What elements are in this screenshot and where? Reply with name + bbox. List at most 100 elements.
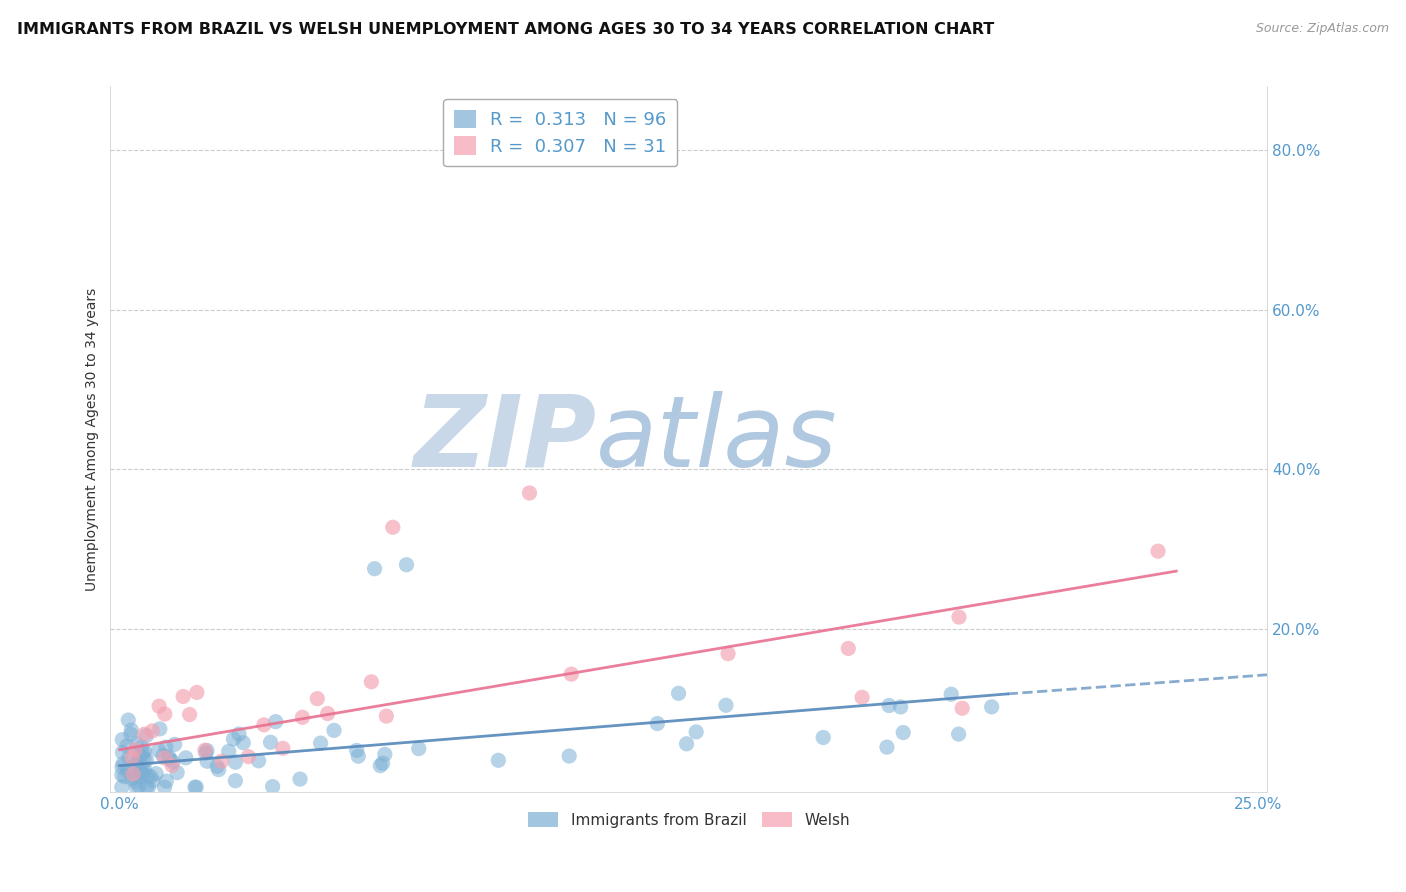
- Point: [128, 779, 150, 793]
- Point: [291, 710, 314, 724]
- Point: [124, 774, 146, 789]
- Point: [519, 486, 541, 500]
- Point: [685, 725, 707, 739]
- Point: [560, 667, 582, 681]
- Point: [253, 718, 276, 732]
- Text: IMMIGRANTS FROM BRAZIL VS WELSH UNEMPLOYMENT AMONG AGES 30 TO 34 YEARS CORRELATI: IMMIGRANTS FROM BRAZIL VS WELSH UNEMPLOY…: [17, 22, 994, 37]
- Point: [395, 558, 418, 572]
- Point: [142, 773, 165, 788]
- Point: [360, 674, 382, 689]
- Legend: Immigrants from Brazil, Welsh: Immigrants from Brazil, Welsh: [522, 805, 856, 834]
- Point: [160, 758, 183, 772]
- Point: [948, 727, 970, 741]
- Point: [162, 755, 184, 769]
- Point: [890, 700, 912, 714]
- Point: [128, 770, 150, 784]
- Point: [134, 727, 156, 741]
- Point: [124, 743, 146, 757]
- Point: [224, 755, 246, 769]
- Point: [128, 764, 150, 779]
- Point: [948, 610, 970, 624]
- Point: [486, 753, 509, 767]
- Point: [264, 714, 287, 729]
- Point: [114, 770, 136, 784]
- Point: [159, 752, 181, 766]
- Point: [148, 699, 170, 714]
- Point: [195, 743, 218, 757]
- Point: [224, 773, 246, 788]
- Point: [153, 706, 176, 721]
- Point: [135, 753, 157, 767]
- Point: [111, 780, 134, 794]
- Point: [837, 641, 859, 656]
- Point: [194, 746, 217, 760]
- Point: [374, 747, 396, 762]
- Point: [132, 746, 155, 760]
- Text: atlas: atlas: [596, 391, 838, 488]
- Point: [288, 772, 311, 786]
- Point: [941, 687, 963, 701]
- Point: [222, 731, 245, 746]
- Point: [155, 774, 177, 789]
- Point: [125, 755, 148, 769]
- Point: [131, 758, 153, 772]
- Point: [120, 727, 142, 741]
- Point: [309, 736, 332, 750]
- Point: [238, 749, 260, 764]
- Point: [131, 766, 153, 780]
- Point: [132, 751, 155, 765]
- Point: [218, 744, 240, 758]
- Point: [186, 685, 208, 699]
- Point: [166, 765, 188, 780]
- Point: [145, 766, 167, 780]
- Point: [111, 746, 134, 760]
- Point: [363, 562, 385, 576]
- Point: [876, 740, 898, 755]
- Point: [129, 749, 152, 764]
- Point: [717, 647, 740, 661]
- Point: [139, 770, 162, 784]
- Point: [851, 690, 873, 705]
- Point: [153, 751, 176, 765]
- Point: [877, 698, 900, 713]
- Point: [891, 725, 914, 739]
- Point: [120, 723, 142, 737]
- Text: Source: ZipAtlas.com: Source: ZipAtlas.com: [1256, 22, 1389, 36]
- Point: [115, 739, 138, 753]
- Point: [122, 767, 145, 781]
- Point: [125, 780, 148, 794]
- Point: [121, 772, 143, 786]
- Point: [111, 760, 134, 774]
- Point: [714, 698, 737, 713]
- Point: [228, 727, 250, 741]
- Point: [371, 756, 394, 771]
- Point: [155, 740, 177, 755]
- Point: [262, 780, 284, 794]
- Point: [135, 780, 157, 794]
- Point: [111, 768, 134, 782]
- Point: [205, 759, 228, 773]
- Y-axis label: Unemployment Among Ages 30 to 34 years: Unemployment Among Ages 30 to 34 years: [86, 287, 100, 591]
- Point: [811, 731, 834, 745]
- Point: [135, 729, 157, 743]
- Point: [368, 758, 391, 772]
- Point: [195, 754, 218, 768]
- Point: [172, 690, 194, 704]
- Point: [141, 723, 163, 738]
- Point: [307, 691, 329, 706]
- Point: [136, 769, 159, 783]
- Point: [211, 754, 233, 768]
- Point: [247, 754, 270, 768]
- Point: [186, 780, 208, 794]
- Point: [1147, 544, 1170, 558]
- Point: [668, 686, 690, 700]
- Point: [152, 748, 174, 763]
- Point: [271, 741, 294, 756]
- Point: [184, 780, 207, 794]
- Point: [138, 780, 160, 794]
- Point: [347, 749, 370, 764]
- Point: [128, 747, 150, 762]
- Point: [950, 701, 973, 715]
- Point: [131, 739, 153, 754]
- Point: [381, 520, 404, 534]
